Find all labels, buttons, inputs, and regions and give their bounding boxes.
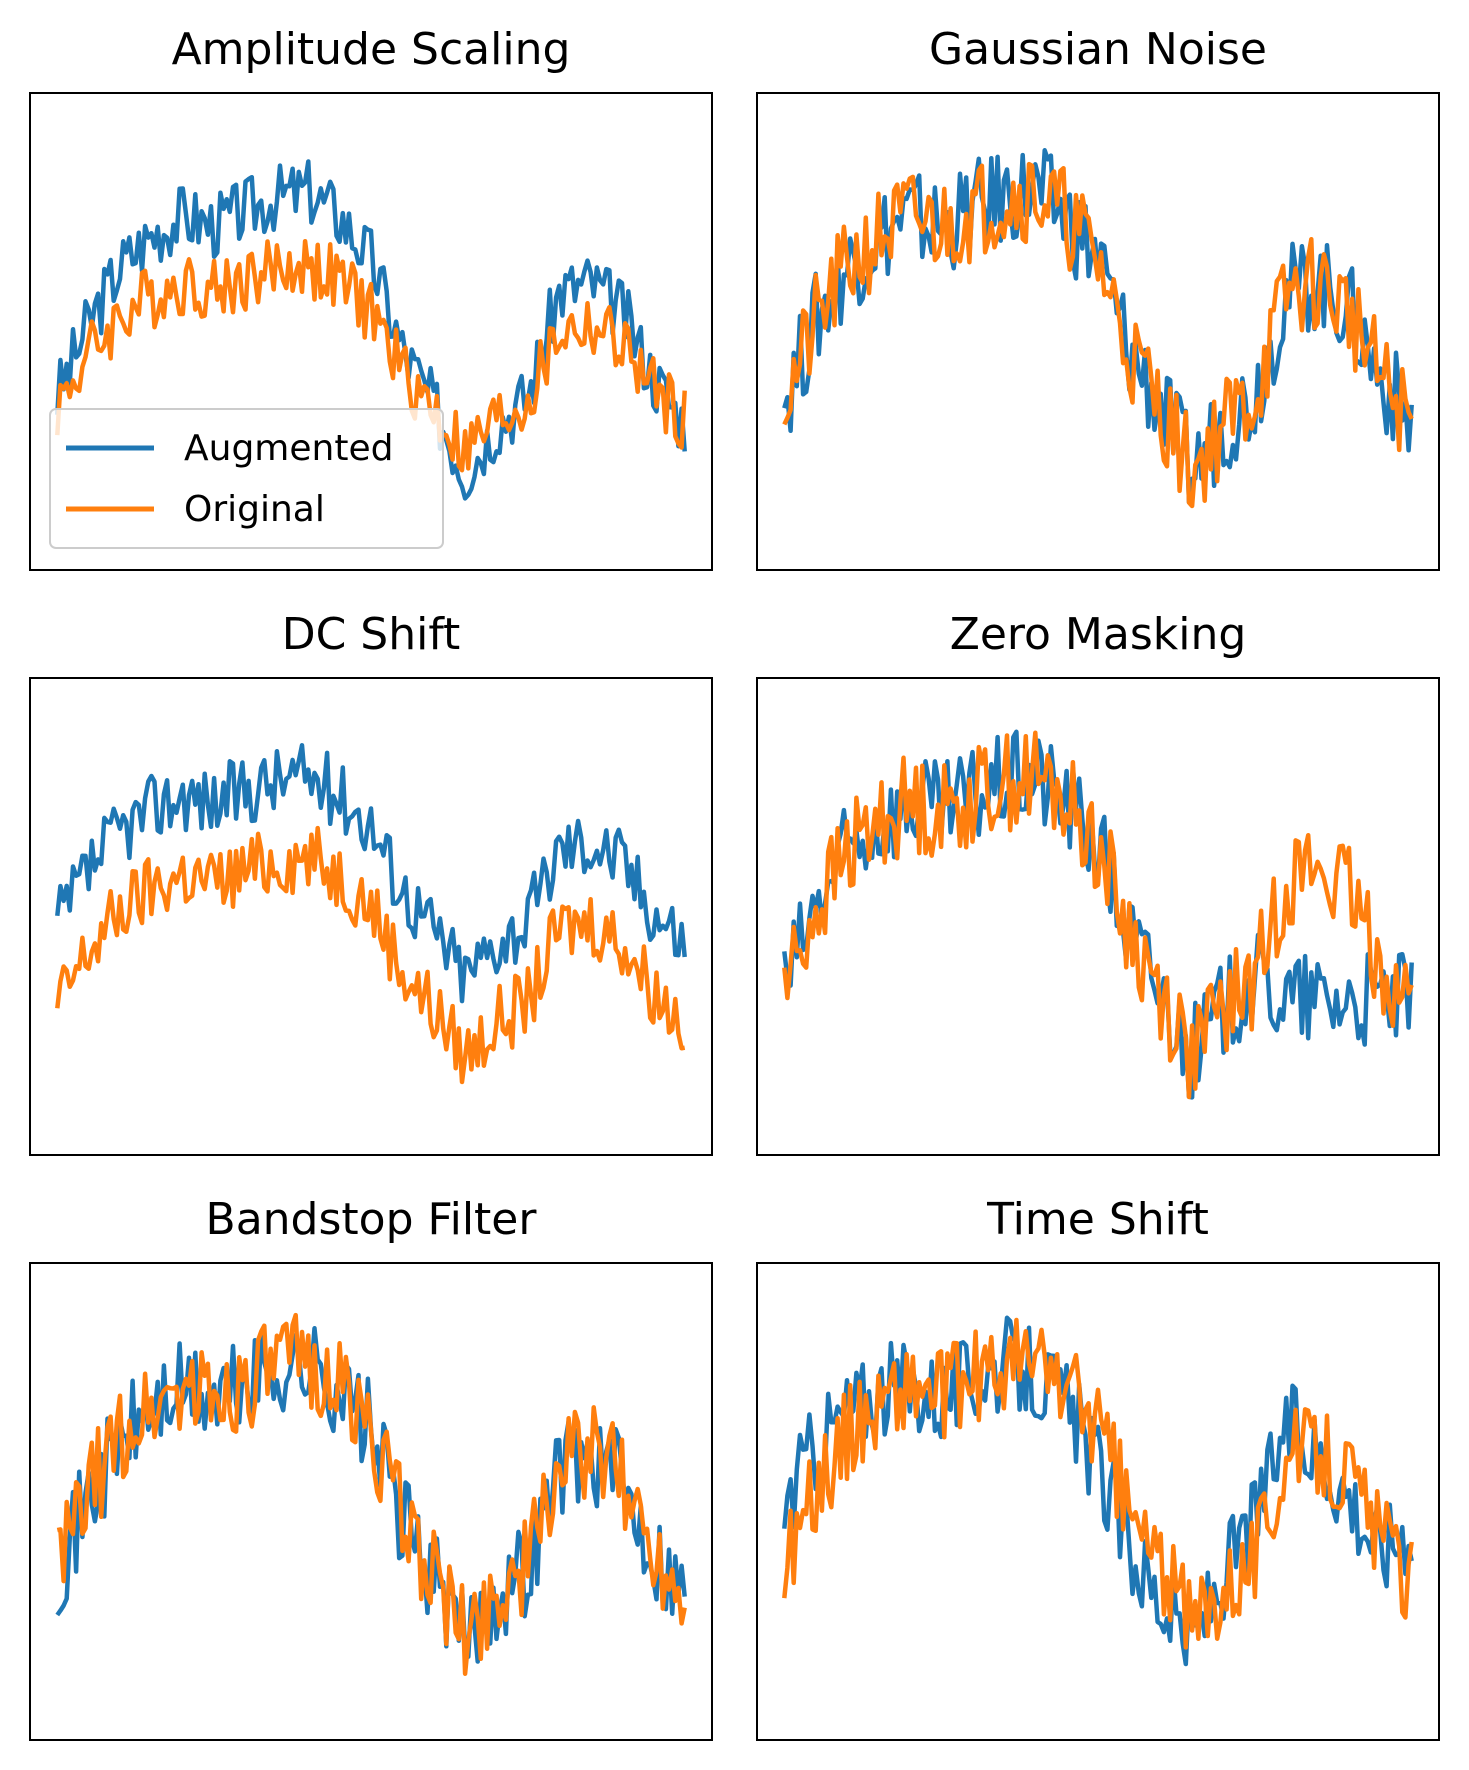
series-line-augmented — [55, 743, 687, 1004]
legend-label-original: Original — [184, 489, 325, 530]
legend-label-augmented: Augmented — [184, 428, 393, 469]
plot-frame — [756, 92, 1440, 571]
series-line-original — [56, 1312, 687, 1676]
series-line-original — [55, 825, 686, 1085]
subplot-zero-masking: Zero Masking — [756, 609, 1440, 1156]
plot-frame — [29, 1262, 713, 1741]
series-line-augmented — [55, 1326, 687, 1664]
subplot-dc-shift: DC Shift — [29, 609, 713, 1156]
title-zero-masking: Zero Masking — [950, 609, 1247, 660]
series-line-original — [782, 1317, 1414, 1650]
title-gaussian-noise: Gaussian Noise — [929, 24, 1267, 75]
subplot-time-shift: Time Shift — [756, 1194, 1440, 1741]
series-line-original — [782, 161, 1414, 509]
series-line-original — [782, 730, 1414, 1100]
series-line-original — [55, 238, 687, 473]
legend-box — [49, 408, 444, 549]
subplot-amplitude-scaling: Amplitude Scaling — [29, 24, 713, 571]
title-bandstop-filter: Bandstop Filter — [206, 1194, 538, 1245]
plot-frame — [756, 1262, 1440, 1741]
series-line-augmented — [782, 729, 1414, 1100]
title-time-shift: Time Shift — [986, 1194, 1209, 1245]
title-dc-shift: DC Shift — [282, 609, 461, 660]
series-line-augmented — [55, 159, 687, 501]
subplot-bandstop-filter: Bandstop Filter — [29, 1194, 713, 1741]
plot-frame — [756, 677, 1440, 1156]
title-amplitude-scaling: Amplitude Scaling — [172, 24, 571, 75]
plot-frame — [29, 92, 713, 571]
plot-frame — [29, 677, 713, 1156]
legend: Augmented Original — [49, 408, 444, 549]
subplot-gaussian-noise: Gaussian Noise — [756, 24, 1440, 571]
